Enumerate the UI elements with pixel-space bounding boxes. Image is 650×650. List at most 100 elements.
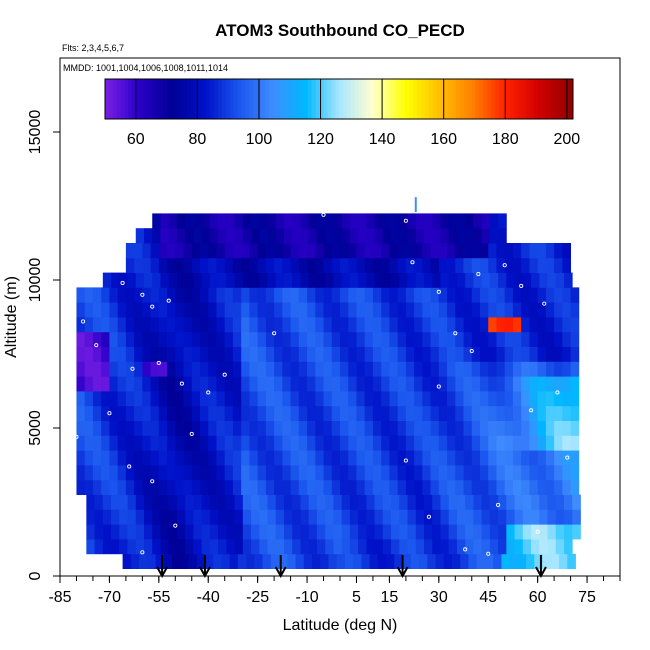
heat-cell [150,346,160,362]
colorbar-swatch [393,79,398,119]
heat-cell [488,435,497,451]
heat-cell [531,509,540,525]
heat-cell [529,391,539,407]
heat-cell [142,302,151,318]
heat-cell [160,509,170,525]
heat-cell [381,243,390,259]
heat-cell [455,302,464,318]
colorbar-swatch [522,79,527,119]
heat-cell [471,391,481,407]
heat-cell [432,228,441,244]
colorbar-swatch [534,79,539,119]
heat-cell [102,539,112,555]
colorbar-swatch [183,79,188,119]
heat-cell [84,405,94,421]
heat-cell [216,361,226,377]
colorbar-tick-label: 60 [127,131,145,148]
colorbar-swatch [374,79,379,119]
heat-cell [307,420,316,436]
heat-cell [167,361,176,377]
heat-cell [232,346,242,362]
heat-cell [134,405,143,421]
heat-cell [183,479,193,495]
colorbar-swatch [467,79,473,119]
heat-cell [76,302,86,318]
heat-cell [356,450,366,466]
heat-cell [407,272,417,288]
heat-cell [200,450,209,466]
heat-cell [473,272,483,288]
heat-cell [498,539,507,555]
heat-cell [249,302,259,318]
heat-cell [381,450,390,466]
heat-cell [422,479,431,495]
heat-cell [298,465,308,481]
heat-cell [358,494,367,510]
heat-cell [92,391,102,407]
heat-cell [323,435,333,451]
heat-cell [84,391,94,407]
heat-cell [208,331,217,347]
heat-cell [372,450,382,466]
colorbar-swatch [350,79,356,119]
heat-cell [175,376,184,392]
sample-point [410,260,415,265]
heat-cell [476,553,486,569]
sample-point [426,514,431,519]
colorbar-swatch [186,79,192,119]
heat-cell [134,420,143,436]
sample-point [140,550,145,555]
sample-point [529,408,534,413]
heat-cell [381,405,390,421]
heat-cell [333,524,343,540]
chart-title: ATOM3 Southbound CO_PECD [215,21,465,40]
heat-cell [265,435,275,451]
heat-cell [358,539,367,555]
heat-cell [496,420,506,436]
heat-cell [226,509,235,525]
heat-cell [208,243,217,259]
heat-cell [307,331,316,347]
heat-cell [241,257,250,273]
heat-cell [331,317,341,333]
heat-cell [496,450,506,466]
sample-point [403,218,408,223]
heat-cell [298,331,308,347]
heat-cell [372,479,382,495]
heat-cell [142,391,151,407]
colorbar-tick-label: 120 [307,131,334,148]
heat-cell [84,450,94,466]
colorbar-swatch [319,79,324,119]
heat-cell [232,331,242,347]
heat-cell [415,524,425,540]
heat-cell [282,450,291,466]
heat-cell [152,524,161,540]
heat-cell [325,213,334,229]
heat-cell [282,302,291,318]
x-tick-label: -70 [98,589,121,606]
heat-cell [463,302,473,318]
heat-cell [537,435,547,451]
heat-cell [405,465,415,481]
heat-cell [432,272,441,288]
heat-cell [471,287,481,303]
heat-cell [554,361,563,377]
heat-cell [364,361,374,377]
heat-cell [142,465,151,481]
heat-cell [175,287,184,303]
heat-cell [307,317,316,333]
heat-cell [265,287,275,303]
heat-cell [422,450,431,466]
heat-cell [127,539,137,555]
heat-cell [265,243,275,259]
heat-cell [529,376,539,392]
heat-cell [422,435,431,451]
heat-cell [455,243,464,259]
heat-cell [290,376,300,392]
heat-cell [529,361,539,377]
heat-cell [216,331,226,347]
heat-cell [323,450,333,466]
heat-cell [282,361,291,377]
heat-cell [564,494,573,510]
heat-cell [389,331,399,347]
